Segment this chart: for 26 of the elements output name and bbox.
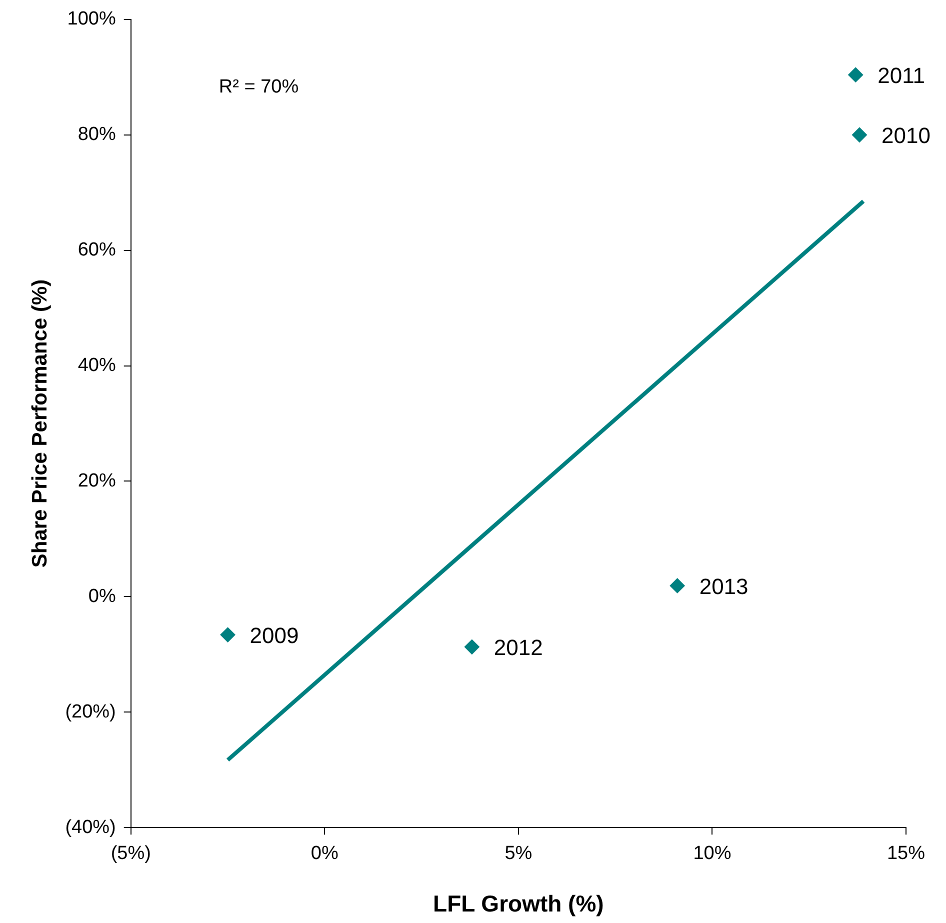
y-tick-label: 0% <box>88 586 116 607</box>
x-tick-label: 15% <box>886 843 926 864</box>
series-label: 2009 <box>250 622 299 648</box>
point <box>670 578 685 594</box>
point <box>464 639 480 654</box>
series-label: 2010 <box>881 122 930 148</box>
annotation: R² = 70% <box>218 76 299 98</box>
y-tick-label: (20%) <box>65 701 116 722</box>
series-label: 2012 <box>494 634 543 660</box>
point <box>848 67 864 82</box>
y-tick-label: 40% <box>78 355 116 376</box>
y-tick-label: 80% <box>78 124 116 146</box>
point <box>852 127 867 142</box>
x-tick-label: 5% <box>504 843 532 864</box>
y-axis-title: Share Price Performance (%) <box>28 279 52 568</box>
y-tick-label: 20% <box>78 470 116 492</box>
series-label: 2011 <box>878 62 925 88</box>
x-tick-label: 10% <box>693 843 732 864</box>
y-tick-label: (40%) <box>65 816 116 838</box>
x-tick-label: 0% <box>310 843 338 864</box>
x-tick-label: (5%) <box>110 843 151 864</box>
x-axis-title: LFL Growth (%) <box>433 890 604 917</box>
y-tick-label: 60% <box>78 240 116 261</box>
series-label: 2013 <box>699 574 748 599</box>
point <box>220 627 236 642</box>
y-tick-label: 100% <box>67 8 116 30</box>
